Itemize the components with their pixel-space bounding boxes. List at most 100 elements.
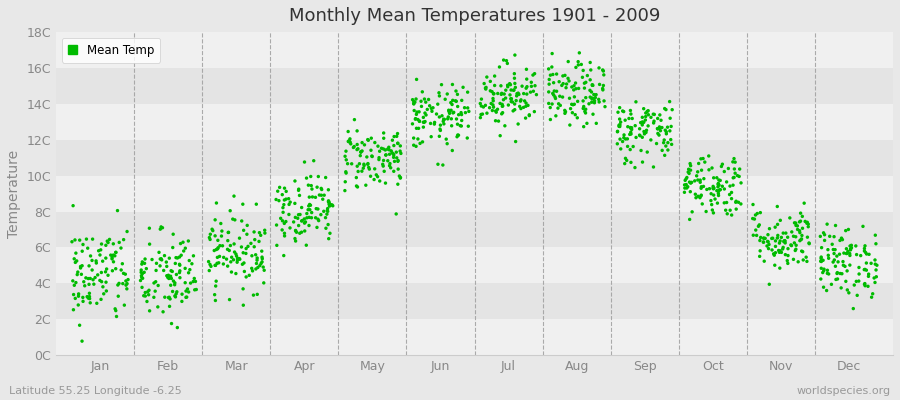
Point xyxy=(373,148,387,154)
Point xyxy=(683,188,698,195)
Point xyxy=(319,225,333,232)
Point xyxy=(508,75,522,82)
Point xyxy=(277,185,292,191)
Point xyxy=(449,116,464,122)
Point xyxy=(832,251,847,257)
Point xyxy=(303,202,318,208)
Point xyxy=(209,283,223,289)
Point xyxy=(152,249,166,256)
Point xyxy=(304,182,319,189)
Point xyxy=(499,95,513,101)
Point xyxy=(693,194,707,201)
Point xyxy=(241,243,256,250)
Point xyxy=(801,221,815,227)
Point xyxy=(277,230,292,236)
Point xyxy=(409,116,423,122)
Point xyxy=(76,278,91,285)
Point xyxy=(773,248,788,254)
Point xyxy=(220,238,235,244)
Point xyxy=(226,256,240,263)
Point xyxy=(339,170,354,176)
Point xyxy=(655,124,670,131)
Point xyxy=(282,211,296,218)
Point xyxy=(624,159,638,166)
Point xyxy=(109,313,123,320)
Point xyxy=(341,138,356,145)
Point xyxy=(508,138,523,145)
Point xyxy=(624,125,638,132)
Point xyxy=(747,216,761,222)
Point xyxy=(98,269,112,275)
Point xyxy=(74,271,88,278)
Point xyxy=(162,303,176,310)
Point xyxy=(486,104,500,110)
Point xyxy=(706,174,721,181)
Point xyxy=(272,198,286,204)
Point xyxy=(356,161,371,168)
Point xyxy=(626,143,641,150)
Point xyxy=(682,170,697,176)
Point xyxy=(246,268,260,274)
Point xyxy=(591,96,606,102)
Point xyxy=(302,194,317,200)
Point xyxy=(202,258,216,265)
Point xyxy=(412,118,427,124)
Point xyxy=(347,116,362,123)
Point xyxy=(229,251,243,257)
Point xyxy=(211,244,225,251)
Point xyxy=(588,94,602,101)
Point xyxy=(860,267,874,273)
Point xyxy=(176,239,190,246)
Point xyxy=(442,107,456,114)
Point xyxy=(625,126,639,133)
Point xyxy=(164,273,178,280)
Point xyxy=(554,82,569,89)
Point xyxy=(244,240,258,246)
Point xyxy=(367,166,382,172)
Point xyxy=(292,222,306,229)
Point xyxy=(790,223,805,229)
Point xyxy=(802,240,816,247)
Point xyxy=(828,222,842,229)
Point xyxy=(391,166,405,172)
Point xyxy=(69,258,84,264)
Point xyxy=(170,324,184,331)
Point xyxy=(451,132,465,138)
Point xyxy=(158,294,172,300)
Point xyxy=(320,211,334,217)
Point xyxy=(391,140,405,147)
Point xyxy=(553,93,567,100)
Point xyxy=(89,260,104,266)
Point xyxy=(835,236,850,243)
Point xyxy=(709,188,724,194)
Point xyxy=(753,210,768,216)
Point xyxy=(80,245,94,251)
Point xyxy=(495,101,509,108)
Point xyxy=(592,99,607,105)
Point xyxy=(222,296,237,303)
Point xyxy=(430,101,445,107)
Point xyxy=(842,243,857,249)
Point xyxy=(182,270,196,276)
Point xyxy=(682,216,697,223)
Point xyxy=(512,103,526,110)
Point xyxy=(376,130,391,136)
Point xyxy=(305,186,320,192)
Point xyxy=(96,291,111,297)
Point xyxy=(310,206,325,212)
Point xyxy=(303,173,318,180)
Point xyxy=(117,302,131,308)
Point xyxy=(658,105,672,112)
Point xyxy=(839,246,853,252)
Point xyxy=(379,152,393,158)
Point xyxy=(223,259,238,265)
Point xyxy=(374,145,389,152)
Point xyxy=(103,236,117,243)
Point xyxy=(208,297,222,304)
Point xyxy=(841,248,855,254)
Point xyxy=(317,192,331,198)
Point xyxy=(237,260,251,266)
Point xyxy=(211,254,225,260)
Point xyxy=(644,137,658,143)
Point xyxy=(690,169,705,175)
